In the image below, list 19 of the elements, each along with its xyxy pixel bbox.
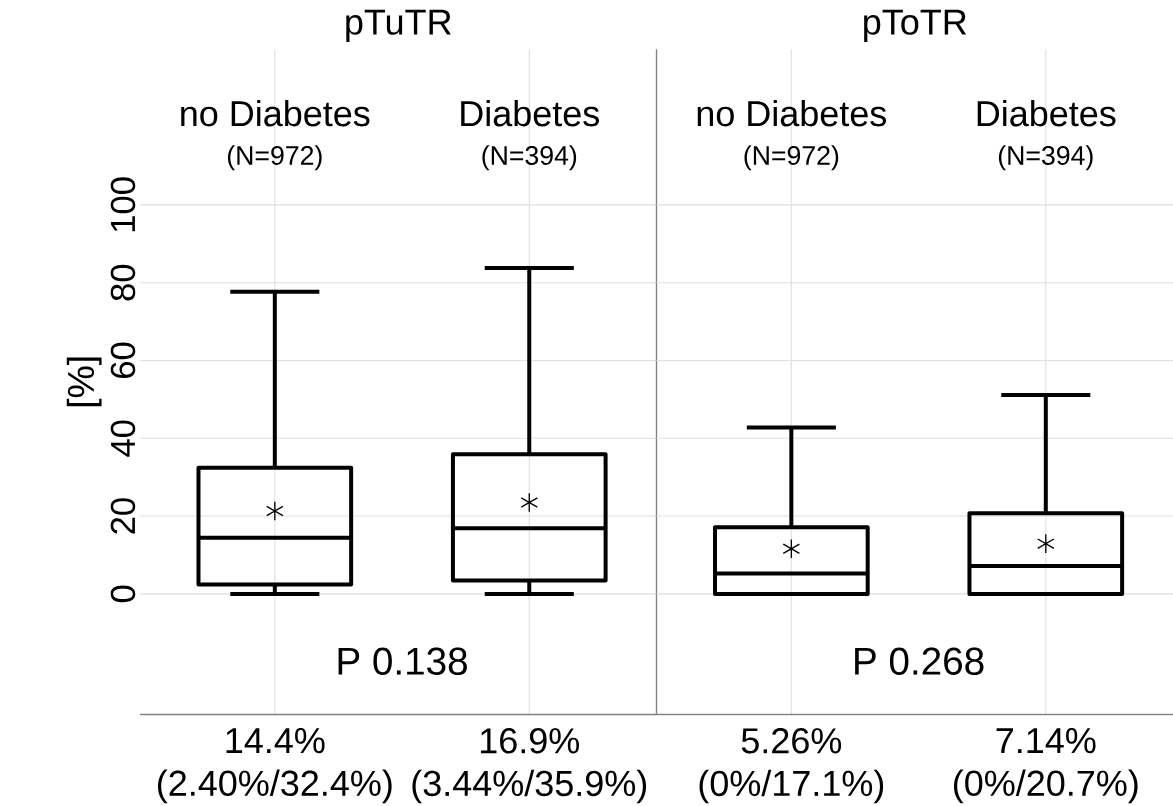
annotation: P 0.138 xyxy=(338,647,467,675)
text: 7.14% (0%/20.7%) xyxy=(954,727,1138,803)
annotation: (N=394) xyxy=(482,145,577,170)
y-axis-title: [%] xyxy=(66,357,102,406)
chart-title: pToTR xyxy=(864,9,967,42)
y-tick-label: 100 xyxy=(110,177,136,231)
annotation: (N=394) xyxy=(998,145,1093,170)
text: 16.9% (3.44%/35.9%) xyxy=(412,727,647,804)
y-tick-label: 60 xyxy=(110,342,136,378)
text: 5.26% (0%/17.1%) xyxy=(699,727,884,804)
y-tick-label: 20 xyxy=(110,497,136,534)
text: 14.4% (2.40%/32.4%) xyxy=(158,727,392,803)
y-tick-label: 80 xyxy=(110,264,136,301)
chart-title: pTuTR xyxy=(346,9,451,42)
y-tick-label: 0 xyxy=(110,585,136,602)
annotation: (N=972) xyxy=(744,145,839,170)
annotation: (N=972) xyxy=(227,145,322,170)
y-tick-label: 40 xyxy=(110,420,136,457)
annotation: P 0.268 xyxy=(855,647,984,675)
